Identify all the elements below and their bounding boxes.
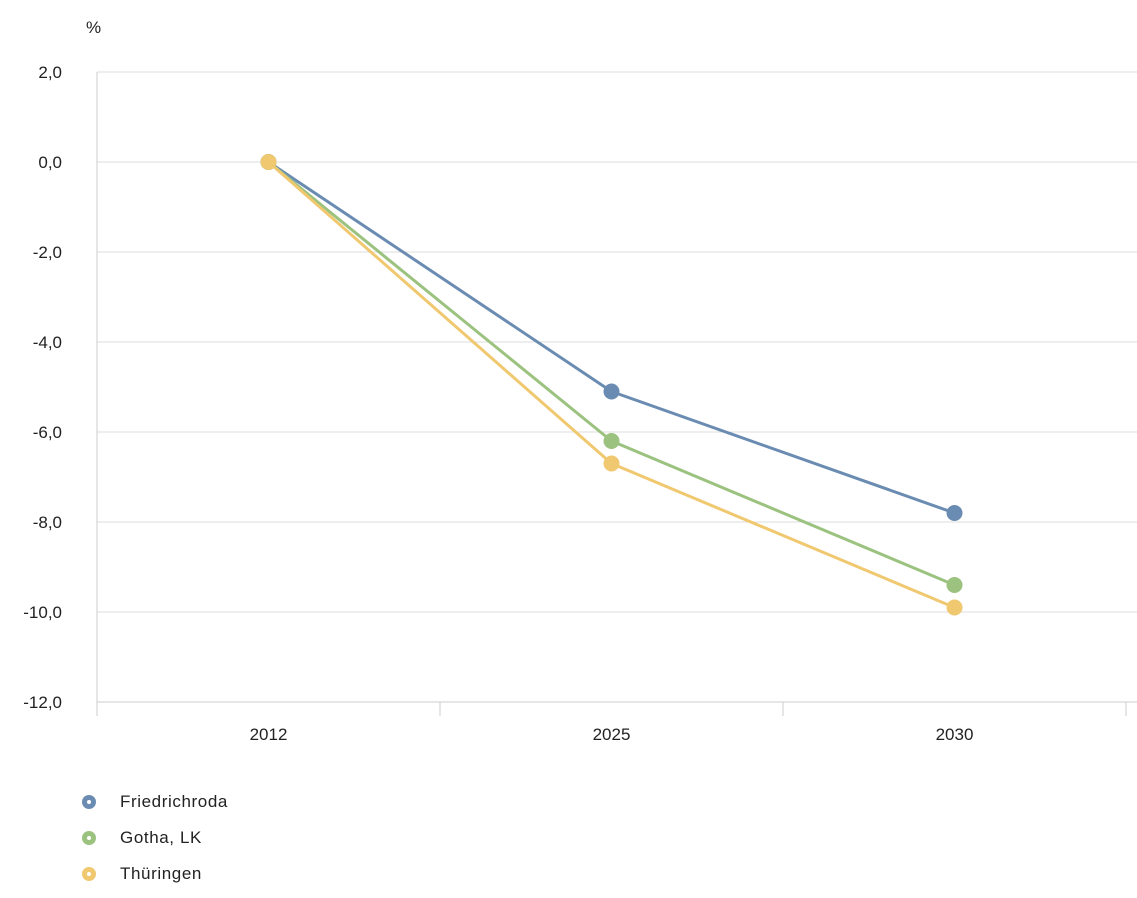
legend-marker-icon <box>82 831 96 845</box>
y-tick-label: -2,0 <box>33 243 62 262</box>
y-axis-unit-label: % <box>86 18 101 37</box>
series-2 <box>260 154 963 616</box>
legend-marker-icon <box>82 867 96 881</box>
y-tick-label: -8,0 <box>33 513 62 532</box>
series-group <box>260 154 963 616</box>
series-1 <box>260 154 963 593</box>
x-tick-label: 2030 <box>936 725 974 744</box>
legend-item[interactable]: Friedrichroda <box>82 784 228 820</box>
y-tick-label: -6,0 <box>33 423 62 442</box>
x-tick-label: 2025 <box>593 725 631 744</box>
data-point[interactable] <box>946 577 963 593</box>
legend-item[interactable]: Thüringen <box>82 856 228 892</box>
data-point[interactable] <box>603 383 620 400</box>
legend-item[interactable]: Gotha, LK <box>82 820 228 856</box>
x-tick-label: 2012 <box>250 725 288 744</box>
data-point[interactable] <box>946 599 963 616</box>
y-tick-label: -10,0 <box>23 603 62 622</box>
y-axis-tick-labels: 2,0 0,0 -2,0 -4,0 -6,0 -8,0 -10,0 -12,0 <box>23 63 62 712</box>
y-tick-label: -12,0 <box>23 693 62 712</box>
y-tick-label: 2,0 <box>38 63 62 82</box>
axes <box>96 72 1137 716</box>
legend-label: Friedrichroda <box>120 792 228 811</box>
legend-label: Gotha, LK <box>120 828 202 847</box>
data-point[interactable] <box>260 154 277 170</box>
y-tick-label: 0,0 <box>38 153 62 172</box>
data-point[interactable] <box>946 505 963 521</box>
data-point[interactable] <box>603 433 620 449</box>
data-point[interactable] <box>603 455 620 472</box>
legend-label: Thüringen <box>120 864 202 883</box>
x-axis-tick-labels: 2012 2025 2030 <box>250 725 974 744</box>
line-chart: % 2,00,0-2,0-4,0-6,0-8,0-10,0-12,0 2012 2… <box>23 18 1137 744</box>
legend: Friedrichroda Gotha, LK Thüringen <box>82 784 228 892</box>
legend-marker-icon <box>82 795 96 809</box>
y-tick-label: -4,0 <box>33 333 62 352</box>
